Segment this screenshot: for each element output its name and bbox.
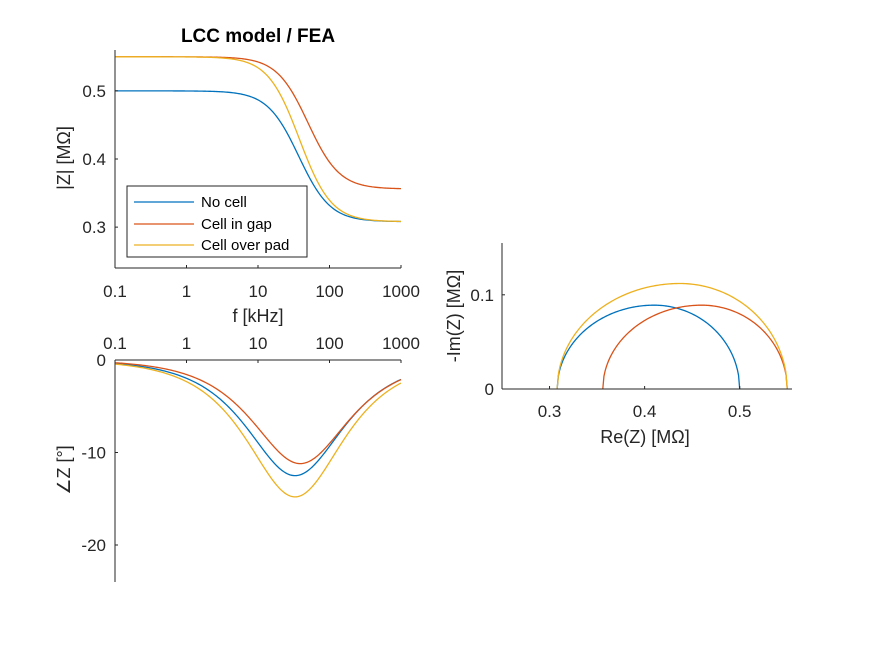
magnitude-y-tick-label: 0.5 <box>82 82 106 101</box>
magnitude-x-ticks: 0.1 1 10 100 1000 <box>103 265 420 301</box>
magnitude-x-tick-label: 100 <box>315 282 343 301</box>
nyquist-x-tick-label: 0.5 <box>728 402 752 421</box>
nyquist-x-label: Re(Z) [MΩ] <box>600 427 689 447</box>
legend-label-cell-in-gap: Cell in gap <box>201 216 272 233</box>
nyquist-x-ticks: 0.3 0.4 0.5 <box>538 386 752 421</box>
nyquist-y-ticks: 00.1 <box>470 286 505 399</box>
phase-y-label: ∠Z [°] <box>54 445 74 494</box>
phase-series <box>114 362 402 498</box>
phase-plot: 0.1 1 10 100 1000 0 -10 -20 ∠Z [°] <box>54 334 420 582</box>
legend: No cell Cell in gap Cell over pad <box>126 185 308 258</box>
chart-title: LCC model / FEA <box>181 26 335 47</box>
magnitude-line-no-cell <box>115 90 402 223</box>
nyquist-x-tick-label: 0.4 <box>633 402 657 421</box>
magnitude-x-tick-label: 10 <box>249 282 268 301</box>
magnitude-x-tick-label: 1 <box>182 282 191 301</box>
magnitude-line-cell-over-pad <box>115 56 402 223</box>
legend-label-cell-over-pad: Cell over pad <box>201 237 289 254</box>
magnitude-x-tick-label: 1000 <box>382 282 420 301</box>
nyquist-y-tick-label: 0.1 <box>470 286 494 305</box>
magnitude-plot: LCC model / FEA 0.1 1 10 100 1000 0.30.40.5 … <box>54 26 420 326</box>
nyquist-x-tick-label: 0.3 <box>538 402 562 421</box>
magnitude-y-ticks: 0.3 0.4 0.5 <box>82 82 118 237</box>
nyquist-y-tick-label: 0 <box>485 380 494 399</box>
nyquist-series <box>556 282 788 390</box>
phase-line-cell-over-pad <box>114 363 402 498</box>
phase-x-tick-label: 0.1 <box>103 334 127 353</box>
phase-x-ticks: 0.1 1 10 100 1000 <box>103 334 420 363</box>
phase-x-tick-label: 100 <box>315 334 343 353</box>
magnitude-y-label: |Z| [MΩ] <box>54 126 74 190</box>
phase-y-tick-label: -10 <box>81 444 106 463</box>
phase-y-ticks: 0 -10 -20 <box>81 351 118 555</box>
nyquist-line-cell-in-gap <box>602 304 788 390</box>
nyquist-y-label: -Im(Z) [MΩ] <box>444 270 464 362</box>
magnitude-y-tick-label: 0.4 <box>82 150 106 169</box>
legend-label-no-cell: No cell <box>201 194 247 211</box>
phase-y-tick-label: 0 <box>97 351 106 370</box>
nyquist-line-no-cell <box>556 304 741 390</box>
nyquist-plot: 0.3 0.4 0.5 00.1 Re(Z) [MΩ] -Im(Z) [MΩ] <box>444 243 792 447</box>
magnitude-series <box>115 56 402 223</box>
nyquist-line-cell-over-pad <box>556 282 788 390</box>
magnitude-y-tick-label: 0.3 <box>82 218 106 237</box>
magnitude-x-label: f [kHz] <box>232 306 283 326</box>
phase-y-tick-label: -20 <box>81 536 106 555</box>
phase-x-tick-label: 10 <box>249 334 268 353</box>
phase-line-cell-in-gap <box>114 362 402 465</box>
phase-x-tick-label: 1 <box>182 334 191 353</box>
magnitude-x-tick-label: 0.1 <box>103 282 127 301</box>
phase-x-tick-label: 1000 <box>382 334 420 353</box>
